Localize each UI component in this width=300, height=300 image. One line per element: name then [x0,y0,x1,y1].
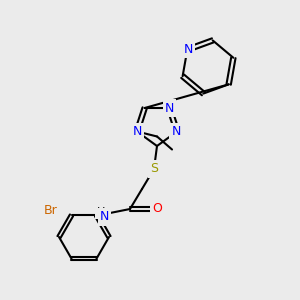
Text: Br: Br [44,204,58,217]
Text: N: N [184,43,193,56]
Text: N: N [132,125,142,138]
Text: N: N [100,211,109,224]
Text: S: S [150,163,158,176]
Text: N: N [171,125,181,138]
Text: N: N [165,101,174,115]
Text: H: H [97,207,105,217]
Text: O: O [152,202,162,215]
